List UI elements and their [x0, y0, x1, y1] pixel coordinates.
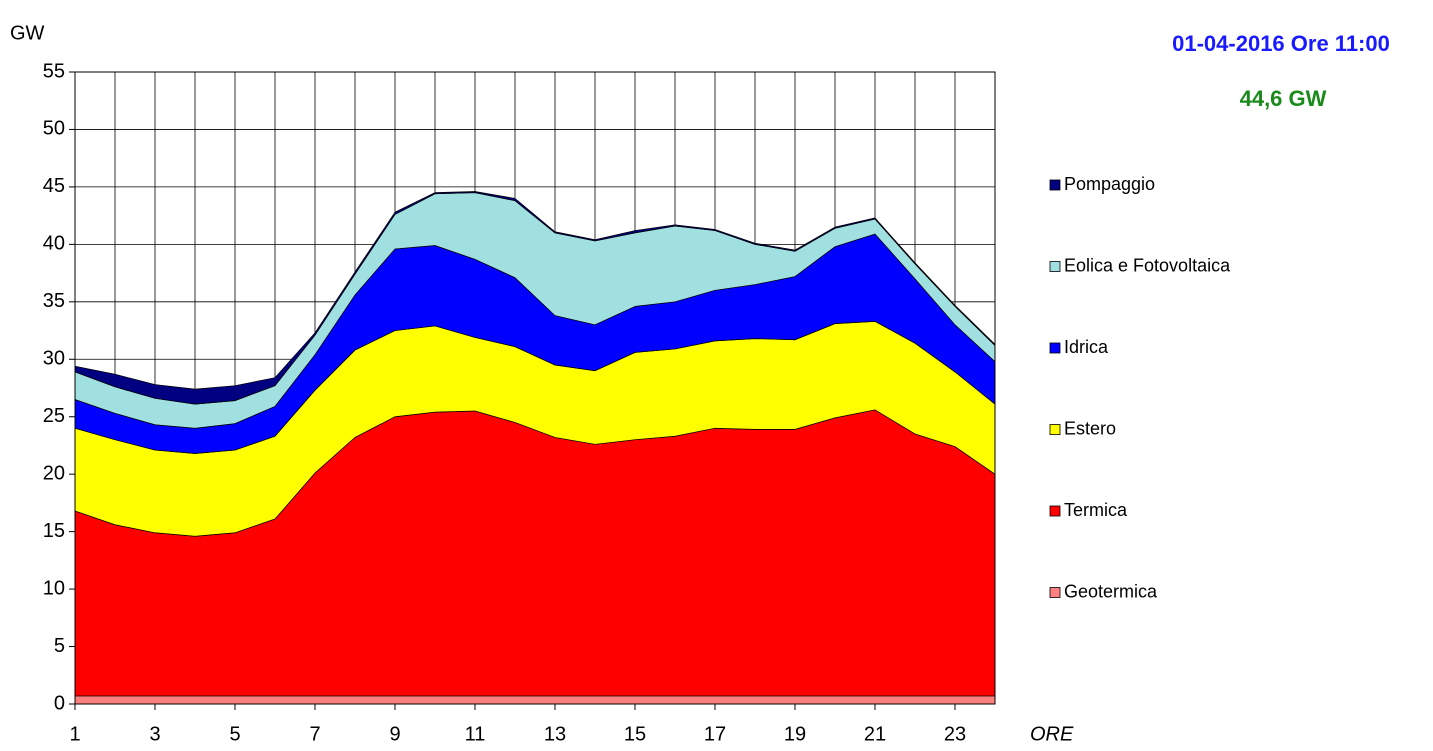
legend-swatch [1049, 587, 1061, 598]
y-tick-label: 10 [43, 577, 65, 599]
y-tick-label: 20 [43, 462, 65, 484]
x-tick-label: 5 [229, 723, 240, 745]
legend-swatch [1049, 424, 1061, 435]
legend-swatch [1049, 505, 1061, 517]
y-tick-label: 35 [43, 290, 65, 312]
x-tick-label: 11 [465, 723, 486, 745]
legend-swatch [1049, 261, 1061, 272]
x-tick-label: 19 [784, 723, 806, 745]
x-tick-label: 23 [944, 723, 966, 745]
legend-label: Termica [1064, 500, 1128, 520]
y-axis-label: GW [10, 22, 45, 44]
legend-swatch [1049, 342, 1061, 354]
y-tick-label: 40 [43, 233, 65, 255]
legend-label: Estero [1064, 418, 1116, 438]
y-tick-label: 5 [54, 635, 65, 657]
y-tick-label: 50 [43, 118, 65, 140]
legend-swatch [1049, 179, 1061, 191]
x-tick-label: 15 [624, 723, 646, 745]
x-tick-label: 9 [389, 723, 400, 745]
y-tick-label: 30 [43, 348, 65, 370]
x-tick-label: 21 [864, 723, 886, 745]
x-tick-label: 1 [69, 723, 80, 745]
chart-title: 01-04-2016 Ore 11:00 [1172, 31, 1390, 56]
plot-border [74, 71, 996, 705]
legend-label: Idrica [1064, 337, 1109, 357]
chart-subtitle: 44,6 GW [1240, 86, 1327, 111]
y-tick-label: 55 [43, 60, 65, 82]
x-axis-label: ORE [1030, 723, 1074, 745]
legend-label: Geotermica [1064, 581, 1158, 601]
x-tick-label: 3 [149, 723, 160, 745]
y-tick-label: 15 [43, 520, 65, 542]
y-tick-label: 25 [43, 405, 65, 427]
y-tick-label: 0 [54, 692, 65, 714]
y-tick-label: 45 [43, 175, 65, 197]
x-tick-label: 17 [704, 723, 726, 745]
x-tick-label: 13 [544, 723, 566, 745]
legend-label: Eolica e Fotovoltaica [1064, 255, 1231, 275]
legend-label: Pompaggio [1064, 174, 1155, 194]
area [74, 695, 996, 705]
x-tick-label: 7 [309, 723, 320, 745]
